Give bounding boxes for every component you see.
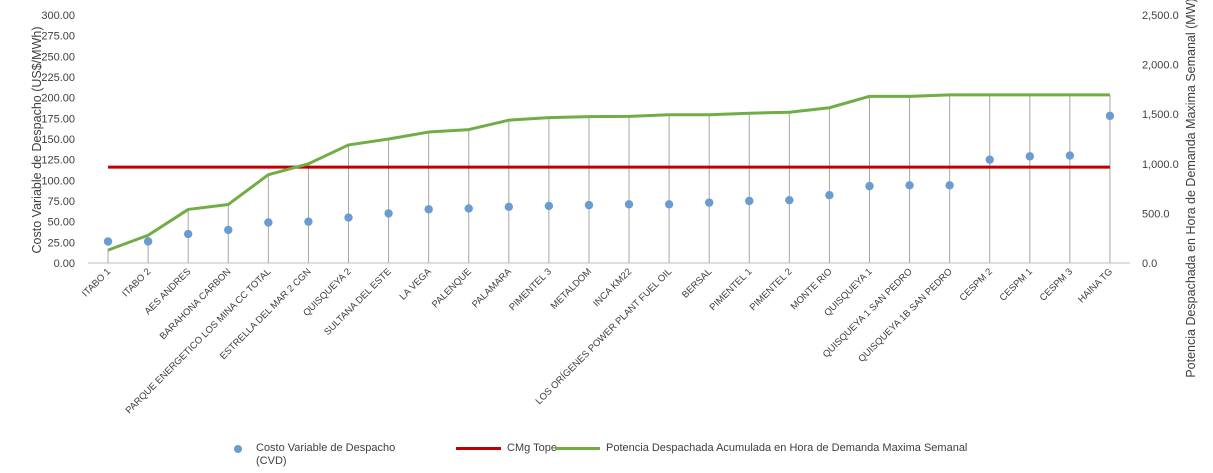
y-tick-label: 0.00 (54, 258, 75, 270)
legend: Costo Variable de Despacho (CVD) CMg Top… (0, 442, 1213, 472)
cvd-point (1025, 152, 1035, 161)
cvd-point (985, 155, 994, 164)
legend-item-cmg-tope: CMg Tope (456, 442, 557, 455)
y-tick-label: 25.00 (47, 237, 75, 249)
y-tick-label: 225.00 (41, 72, 75, 84)
y2-axis-title: Potencia Despachada en Hora de Demanda M… (1184, 0, 1198, 378)
category-label: INCA KM22 (591, 266, 634, 309)
cvd-point (664, 200, 674, 209)
y-tick-label: 75.00 (47, 196, 75, 208)
potencia-acumulada-line (107, 93, 1110, 252)
y2-tick-label: 500.0 (1142, 208, 1170, 220)
y-tick-label: 200.00 (41, 93, 75, 105)
y-tick-label: 50.00 (47, 217, 75, 229)
cvd-point (264, 218, 273, 227)
series-lines (107, 93, 1110, 252)
cvd-point (584, 200, 594, 210)
category-label: CESPM 2 (958, 266, 995, 303)
cvd-point (785, 195, 794, 205)
y-axis-ticks: 0.00 25.00 50.00 75.00 100.00 125.00 150.00 175… (41, 10, 75, 270)
y2-tick-label: 0.0 (1142, 258, 1157, 270)
y-tick-label: 250.00 (41, 51, 75, 63)
chart-canvas: 0.00 25.00 50.00 75.00 100.00 125.00 150.00 175… (30, 0, 1198, 416)
y-axis-title: Costo Variable de Despacho (US$/MWh) (30, 27, 44, 254)
cvd-point (945, 181, 954, 190)
cvd-point (1105, 111, 1115, 121)
cvd-point (224, 225, 233, 235)
category-label: PALENQUE (430, 266, 474, 310)
cvd-point (304, 217, 313, 226)
cvd-point (103, 237, 113, 246)
y-tick-label: 300.00 (41, 10, 75, 22)
category-label: METALDOM (549, 266, 594, 311)
category-label: HAINA TG (1076, 266, 1115, 305)
cvd-point (905, 181, 914, 190)
drop-lines (107, 94, 1111, 263)
y2-tick-label: 1,000.0 (1142, 159, 1179, 171)
legend-line-marker (555, 447, 600, 450)
cvd-point (183, 229, 193, 239)
cvd-point (143, 237, 153, 246)
cvd-point (464, 204, 473, 213)
category-label: PIMENTEL 3 (507, 266, 554, 313)
y2-tick-label: 2,500.0 (1142, 10, 1179, 22)
cvd-point (865, 181, 874, 191)
y-tick-label: 125.00 (41, 155, 75, 167)
legend-label: Potencia Despachada Acumulada en Hora de… (606, 442, 968, 454)
cvd-point (384, 209, 393, 218)
cvd-point (1065, 151, 1075, 160)
category-label: LA VEGA (398, 266, 435, 303)
legend-dot-marker (234, 445, 242, 453)
category-label: PARQUE ENERGETICO LOS MINA CC TOTAL (124, 266, 274, 416)
cvd-point (344, 213, 353, 222)
cvd-point (825, 191, 834, 200)
cvd-point (704, 198, 714, 207)
cvd-point (624, 200, 634, 209)
category-label: PIMENTEL 2 (748, 266, 795, 313)
legend-item-potencia: Potencia Despachada Acumulada en Hora de… (555, 442, 967, 455)
category-label: CESPM 3 (1038, 266, 1075, 303)
y-tick-label: 275.00 (41, 31, 75, 43)
legend-label: CMg Tope (507, 442, 557, 454)
cvd-point (544, 201, 554, 211)
legend-item-cvd: Costo Variable de Despacho (CVD) (234, 442, 434, 468)
cvd-point (424, 205, 433, 214)
y-tick-label: 175.00 (41, 113, 75, 125)
category-label: SULTANA DEL ESTE (322, 266, 393, 337)
y2-axis-ticks: 0.0 500.0 1,000.0 1,500.0 2,000.0 2,500.0 (1142, 10, 1179, 270)
cvd-point (745, 196, 754, 206)
category-label: CESPM 1 (998, 266, 1035, 303)
y-tick-label: 150.00 (41, 134, 75, 146)
legend-label: Costo Variable de Despacho (CVD) (256, 442, 396, 467)
category-label: ITABO 2 (120, 266, 153, 299)
category-label: ITABO 1 (80, 266, 113, 299)
category-label: BERSAL (680, 266, 714, 300)
y2-tick-label: 2,000.0 (1142, 60, 1179, 72)
y2-tick-label: 1,500.0 (1142, 109, 1179, 121)
legend-line-marker (456, 447, 501, 450)
scatter-points (103, 111, 1115, 246)
category-label: BARAHONA CARBON (158, 266, 234, 342)
cvd-point (504, 202, 514, 211)
y-tick-label: 100.00 (41, 175, 75, 187)
